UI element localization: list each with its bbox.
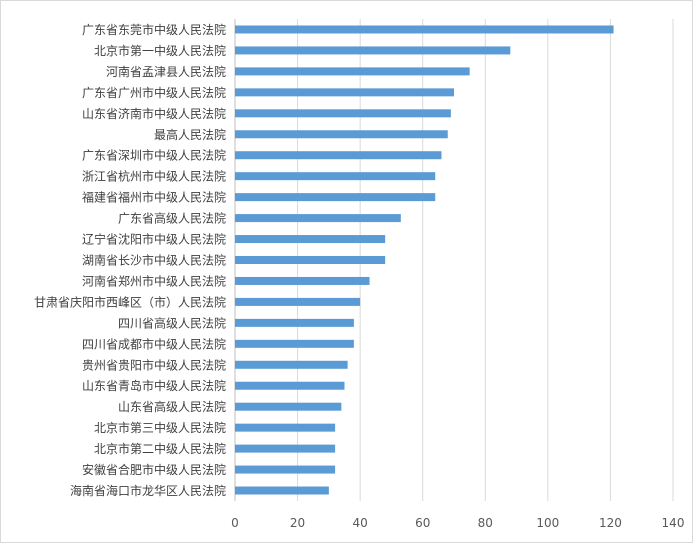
- x-tick-label: 80: [478, 516, 493, 530]
- category-label: 广东省高级人民法院: [118, 211, 226, 226]
- category-labels: 广东省东莞市中级人民法院北京市第一中级人民法院河南省孟津县人民法院广东省广州市中…: [34, 22, 226, 498]
- category-label: 北京市第二中级人民法院: [94, 441, 226, 456]
- category-label: 湖南省长沙市中级人民法院: [82, 253, 226, 268]
- category-label: 福建省福州市中级人民法院: [82, 190, 226, 205]
- category-label: 河南省孟津县人民法院: [106, 64, 226, 79]
- category-label: 四川省高级人民法院: [118, 315, 226, 330]
- category-label: 四川省成都市中级人民法院: [82, 336, 226, 351]
- bar: [235, 360, 348, 369]
- category-label: 北京市第一中级人民法院: [94, 43, 226, 58]
- x-tick-label: 140: [662, 516, 685, 530]
- bar: [235, 151, 442, 160]
- bar: [235, 193, 436, 202]
- category-label: 北京市第三中级人民法院: [94, 420, 226, 435]
- category-label: 安徽省合肥市中级人民法院: [82, 462, 226, 477]
- category-label: 河南省郑州市中级人民法院: [82, 273, 226, 288]
- x-tick-label: 20: [290, 516, 305, 530]
- bar: [235, 402, 342, 411]
- x-tick-label: 100: [536, 516, 559, 530]
- bar: [235, 25, 614, 34]
- category-label: 广东省深圳市中级人民法院: [82, 148, 226, 163]
- bar: [235, 318, 354, 327]
- bar: [235, 88, 454, 97]
- x-tick-label: 40: [353, 516, 368, 530]
- bar: [235, 235, 386, 244]
- category-label: 辽宁省沈阳市中级人民法院: [82, 232, 226, 247]
- x-tick-labels: 0 20 40 60 80 100 120 140: [231, 516, 684, 530]
- x-tick-label: 0: [231, 516, 239, 530]
- bar: [235, 423, 336, 432]
- category-label: 最高人民法院: [154, 127, 226, 142]
- category-label: 山东省高级人民法院: [118, 399, 226, 414]
- bar: [235, 381, 345, 390]
- category-label: 广东省广州市中级人民法院: [82, 85, 226, 100]
- category-label: 山东省青岛市中级人民法院: [82, 378, 226, 393]
- bars: [235, 25, 614, 495]
- bar: [235, 46, 511, 55]
- bar: [235, 276, 370, 285]
- bar: [235, 109, 451, 118]
- bar: [235, 214, 401, 223]
- bar: [235, 256, 386, 264]
- bar: [235, 172, 436, 181]
- category-label: 海南省海口市龙华区人民法院: [70, 483, 226, 498]
- bar: [235, 444, 336, 453]
- category-label: 广东省东莞市中级人民法院: [82, 22, 226, 37]
- bar: [235, 297, 361, 306]
- bar: [235, 465, 336, 474]
- category-label: 浙江省杭州市中级人民法院: [82, 169, 226, 184]
- bar: [235, 339, 354, 348]
- category-label: 甘肃省庆阳市西峰区（市）人民法院: [34, 294, 226, 309]
- x-tick-label: 120: [599, 516, 622, 530]
- bar: [235, 486, 329, 495]
- bar: [235, 130, 448, 139]
- category-label: 山东省济南市中级人民法院: [82, 106, 226, 121]
- bar: [235, 67, 470, 76]
- category-label: 贵州省贵阳市中级人民法院: [82, 357, 226, 372]
- x-tick-label: 60: [415, 516, 430, 530]
